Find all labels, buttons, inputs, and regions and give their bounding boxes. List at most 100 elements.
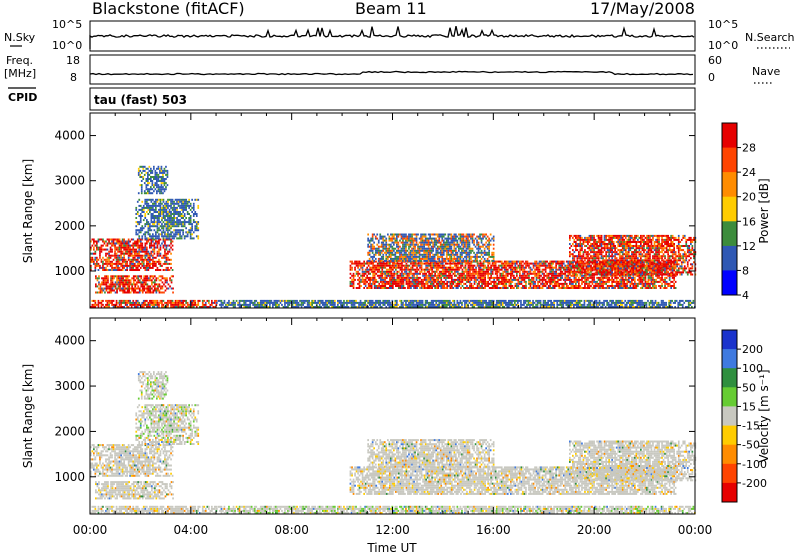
echo-cell: [482, 287, 485, 289]
echo-cell: [120, 277, 123, 280]
echo-cell: [452, 272, 455, 275]
echo-cell: [334, 306, 336, 308]
echo-cell: [641, 299, 643, 302]
echo-cell: [608, 285, 610, 287]
echo-cell: [287, 306, 289, 308]
echo-cell: [158, 306, 160, 308]
echo-cell: [261, 303, 264, 306]
echo-cell: [173, 237, 175, 240]
echo-cell: [505, 262, 508, 265]
echo-cell: [369, 262, 371, 265]
echo-cell: [476, 262, 479, 265]
echo-cell: [573, 280, 576, 283]
echo-cell: [535, 260, 538, 263]
echo-cell: [473, 272, 476, 275]
echo-cell: [170, 231, 172, 234]
echo-cell: [155, 264, 157, 267]
echo-cell: [385, 264, 388, 267]
echo-cell: [627, 280, 630, 283]
echo-cell: [410, 282, 412, 285]
echo-cell: [428, 280, 430, 283]
echo-cell: [297, 303, 300, 306]
echo-cell: [112, 244, 115, 247]
echo-cell: [140, 275, 143, 278]
echo-cell: [463, 287, 465, 289]
echo-cell: [572, 282, 574, 285]
echo-cell: [400, 306, 403, 308]
echo-cell: [570, 306, 572, 308]
echo-cell: [423, 276, 426, 279]
echo-cell: [629, 270, 632, 273]
echo-cell: [136, 244, 139, 247]
echo-cell: [367, 285, 370, 287]
echo-cell: [127, 254, 130, 257]
echo-cell: [126, 306, 128, 308]
echo-cell: [544, 285, 547, 287]
echo-cell: [372, 272, 374, 275]
echo-cell: [130, 254, 133, 257]
echo-cell: [474, 301, 477, 304]
echo-cell: [150, 301, 153, 304]
echo-cell: [559, 264, 562, 267]
echo-cell: [302, 299, 304, 302]
echo-cell: [384, 282, 387, 285]
echo-cell: [156, 306, 159, 308]
echo-cell: [431, 274, 433, 277]
echo-cell: [402, 264, 405, 267]
echo-cell: [123, 242, 125, 245]
echo-cell: [435, 287, 438, 289]
echo-cell: [549, 260, 551, 263]
echo-cell: [177, 301, 180, 304]
echo-cell: [147, 190, 149, 193]
echo-cell: [587, 282, 589, 285]
echo-cell: [373, 285, 376, 287]
echo-cell: [120, 248, 122, 251]
echo-cell: [403, 303, 406, 306]
echo-cell: [541, 278, 544, 281]
echo-cell: [601, 301, 604, 304]
echo-cell: [275, 301, 277, 304]
echo-cell: [597, 278, 600, 281]
echo-cell: [123, 275, 126, 278]
echo-cell: [409, 303, 412, 306]
echo-cell: [418, 303, 421, 306]
echo-cell: [583, 299, 586, 302]
echo-cell: [372, 268, 374, 271]
echo-cell: [423, 287, 426, 289]
echo-cell: [179, 204, 181, 207]
echo-cell: [118, 260, 121, 263]
echo-cell: [616, 301, 619, 304]
echo-cell: [134, 289, 137, 292]
echo-cell: [600, 276, 603, 279]
echo-cell: [414, 268, 417, 271]
echo-cell: [155, 301, 157, 304]
echo-cell: [429, 262, 432, 265]
echo-cell: [183, 221, 186, 224]
echo-cell: [510, 272, 512, 275]
echo-cell: [341, 303, 344, 306]
echo-cell: [126, 244, 128, 247]
echo-cell: [585, 268, 588, 271]
echo-cell: [159, 264, 162, 267]
echo-cell: [514, 268, 517, 271]
echo-cell: [153, 225, 156, 228]
echo-cell: [362, 303, 365, 306]
echo-cell: [139, 169, 142, 172]
echo-cell: [470, 285, 473, 287]
echo-cell: [141, 242, 144, 245]
echo-cell: [452, 287, 455, 289]
echo-cell: [153, 262, 156, 265]
echo-cell: [146, 246, 148, 249]
echo-cell: [571, 301, 574, 304]
echo-cell: [381, 278, 384, 281]
echo-cell: [152, 281, 155, 284]
echo-cell: [629, 303, 631, 306]
echo-cell: [136, 221, 139, 224]
echo-cell: [90, 246, 92, 249]
echo-cell: [573, 278, 576, 281]
echo-cell: [544, 270, 547, 273]
echo-cell: [258, 306, 261, 308]
echo-cell: [553, 280, 556, 283]
echo-cell: [458, 268, 461, 271]
echo-cell: [237, 303, 239, 306]
